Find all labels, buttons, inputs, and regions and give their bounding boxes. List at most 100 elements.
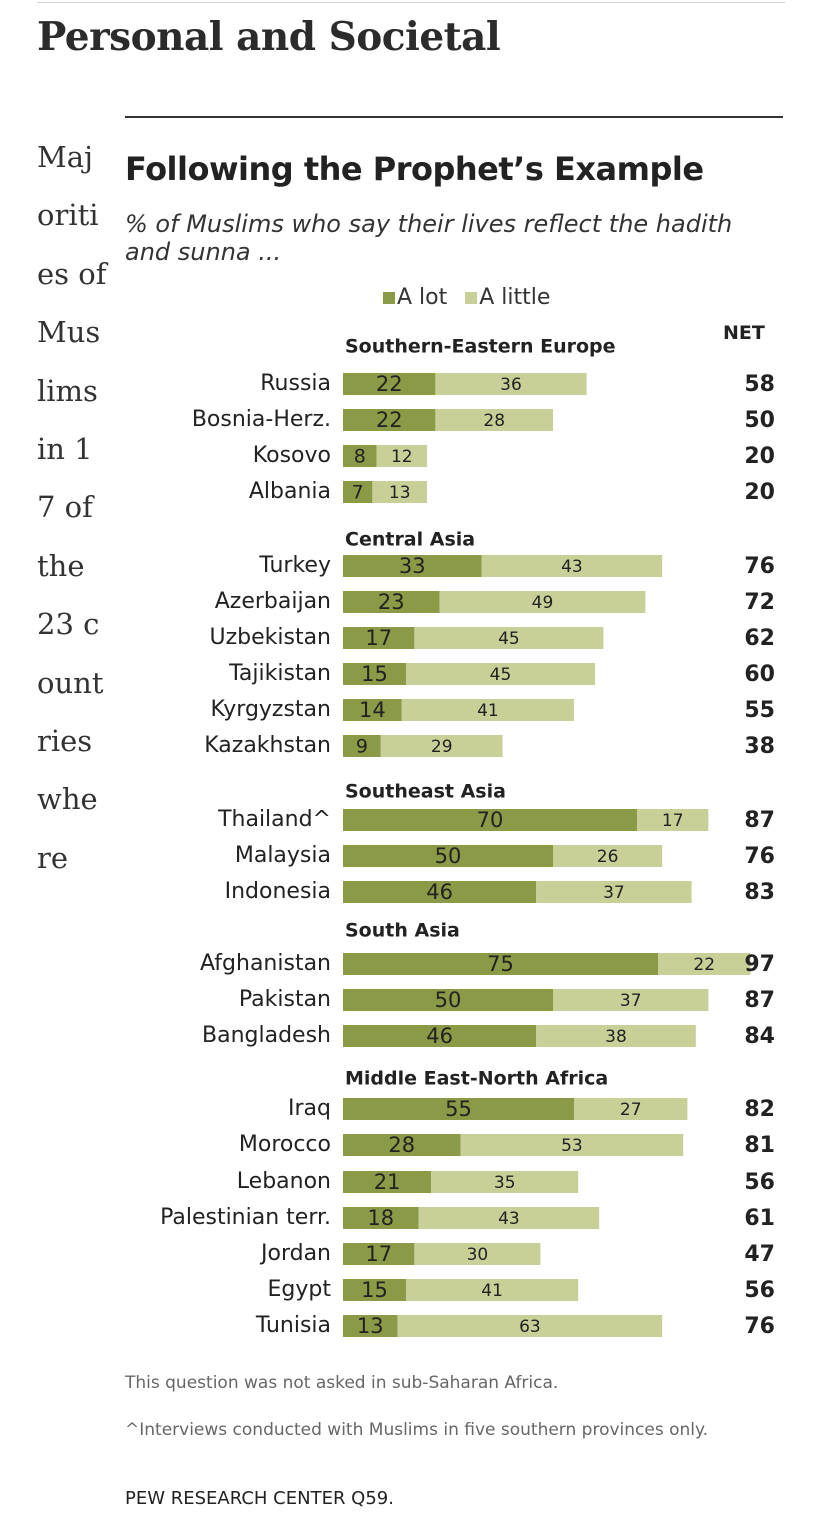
- net-value-russia: 58: [744, 372, 775, 397]
- bar-a-lot-lebanon: [343, 1171, 432, 1193]
- bar-a-lot-palestinian-terr: [343, 1207, 419, 1229]
- chart-source: PEW RESEARCH CENTER Q59.: [125, 1488, 394, 1509]
- country-label-morocco: Morocco: [239, 1132, 331, 1157]
- country-label-azerbaijan: Azerbaijan: [215, 589, 331, 614]
- value-a-lot-indonesia: 46: [426, 880, 453, 904]
- net-value-kosovo: 20: [744, 444, 775, 469]
- bar-a-little-iraq: [574, 1098, 688, 1120]
- bar-a-little-thailand: [637, 809, 709, 831]
- value-a-lot-morocco: 28: [388, 1133, 415, 1157]
- country-label-iraq: Iraq: [288, 1096, 331, 1121]
- bar-a-little-turkey: [481, 555, 663, 577]
- net-value-indonesia: 83: [744, 880, 775, 905]
- net-value-egypt: 56: [744, 1278, 775, 1303]
- bar-a-little-indonesia: [536, 881, 692, 903]
- country-label-kazakhstan: Kazakhstan: [204, 733, 331, 758]
- bar-a-lot-thailand: [343, 809, 637, 831]
- value-a-little-egypt: 41: [481, 1281, 503, 1301]
- country-label-tajikistan: Tajikistan: [228, 661, 331, 686]
- bar-a-lot-tajikistan: [343, 663, 406, 685]
- value-a-lot-jordan: 17: [365, 1242, 392, 1266]
- net-value-malaysia: 76: [744, 844, 775, 869]
- value-a-lot-uzbekistan: 17: [365, 626, 392, 650]
- chart-top-rule: [125, 116, 783, 118]
- bar-a-lot-morocco: [343, 1134, 461, 1156]
- value-a-little-malaysia: 26: [597, 847, 619, 867]
- group-header-2: Southeast Asia: [345, 781, 506, 803]
- value-a-lot-lebanon: 21: [374, 1170, 401, 1194]
- bar-a-little-albania: [372, 481, 427, 503]
- country-label-turkey: Turkey: [258, 553, 331, 578]
- value-a-lot-thailand: 70: [477, 808, 504, 832]
- bar-a-little-kyrgyzstan: [401, 699, 574, 721]
- country-label-albania: Albania: [249, 479, 331, 504]
- value-a-little-jordan: 30: [467, 1245, 489, 1265]
- net-value-uzbekistan: 62: [744, 626, 775, 651]
- legend-item-a-lot: A lot: [383, 285, 447, 310]
- country-label-jordan: Jordan: [259, 1241, 331, 1266]
- value-a-little-tunisia: 63: [519, 1317, 541, 1337]
- value-a-little-russia: 36: [500, 375, 522, 395]
- legend-swatch-a-lot: [383, 291, 395, 304]
- country-label-tunisia: Tunisia: [255, 1313, 331, 1338]
- bar-a-lot-russia: [343, 373, 436, 395]
- country-label-bangladesh: Bangladesh: [202, 1023, 331, 1048]
- country-label-malaysia: Malaysia: [235, 843, 331, 868]
- bar-a-lot-afghanistan: [343, 953, 658, 975]
- value-a-little-uzbekistan: 45: [498, 629, 520, 649]
- bar-a-little-tajikistan: [406, 663, 595, 685]
- legend-label-a-lot: A lot: [397, 285, 448, 310]
- bar-a-little-egypt: [406, 1279, 579, 1301]
- legend-item-a-little: A little: [465, 285, 550, 310]
- legend-swatch-a-little: [465, 291, 478, 304]
- net-value-turkey: 76: [744, 554, 775, 579]
- country-label-palestinian-terr: Palestinian terr.: [160, 1205, 331, 1230]
- country-label-uzbekistan: Uzbekistan: [209, 625, 331, 650]
- net-value-jordan: 47: [744, 1242, 775, 1267]
- net-column-header: NET: [723, 322, 765, 344]
- net-value-morocco: 81: [744, 1133, 775, 1158]
- net-value-albania: 20: [744, 480, 775, 505]
- value-a-lot-palestinian-terr: 18: [367, 1206, 394, 1230]
- bar-a-lot-albania: [343, 481, 373, 503]
- value-a-little-tajikistan: 45: [490, 665, 512, 685]
- value-a-little-bangladesh: 38: [605, 1027, 627, 1047]
- net-value-azerbaijan: 72: [744, 590, 775, 615]
- net-value-palestinian-terr: 61: [744, 1206, 775, 1231]
- value-a-little-indonesia: 37: [603, 883, 625, 903]
- value-a-lot-egypt: 15: [361, 1278, 388, 1302]
- bar-a-lot-indonesia: [343, 881, 537, 903]
- net-value-lebanon: 56: [744, 1170, 775, 1195]
- chart-legend: A lot A little: [383, 285, 550, 310]
- value-a-little-pakistan: 37: [620, 991, 642, 1011]
- country-label-indonesia: Indonesia: [225, 879, 331, 904]
- value-a-little-albania: 13: [389, 483, 411, 503]
- value-a-lot-azerbaijan: 23: [378, 590, 405, 614]
- bar-a-little-azerbaijan: [439, 591, 646, 613]
- bar-a-lot-kosovo: [343, 445, 377, 467]
- value-a-lot-iraq: 55: [445, 1097, 472, 1121]
- bar-a-lot-azerbaijan: [343, 591, 440, 613]
- value-a-little-kyrgyzstan: 41: [477, 701, 499, 721]
- chart-note-not-asked: This question was not asked in sub-Sahar…: [125, 1373, 559, 1393]
- country-label-lebanon: Lebanon: [237, 1169, 331, 1194]
- legend-label-a-little: A little: [479, 285, 551, 310]
- value-a-lot-pakistan: 50: [435, 988, 462, 1012]
- bar-a-little-kosovo: [376, 445, 427, 467]
- net-value-tunisia: 76: [744, 1314, 775, 1339]
- country-label-bosnia-herz: Bosnia-Herz.: [192, 407, 331, 432]
- value-a-lot-russia: 22: [376, 372, 403, 396]
- value-a-little-palestinian-terr: 43: [498, 1209, 520, 1229]
- bar-a-lot-pakistan: [343, 989, 553, 1011]
- value-a-lot-kazakhstan: 9: [356, 736, 368, 758]
- country-label-kosovo: Kosovo: [253, 443, 331, 468]
- net-value-bangladesh: 84: [744, 1024, 775, 1049]
- value-a-little-morocco: 53: [561, 1136, 583, 1156]
- bar-a-lot-tunisia: [343, 1315, 398, 1337]
- net-value-bosnia-herz: 50: [744, 408, 775, 433]
- bar-a-little-kazakhstan: [380, 735, 503, 757]
- bar-a-little-malaysia: [553, 845, 663, 867]
- value-a-lot-malaysia: 50: [435, 844, 462, 868]
- bar-a-lot-kazakhstan: [343, 735, 381, 757]
